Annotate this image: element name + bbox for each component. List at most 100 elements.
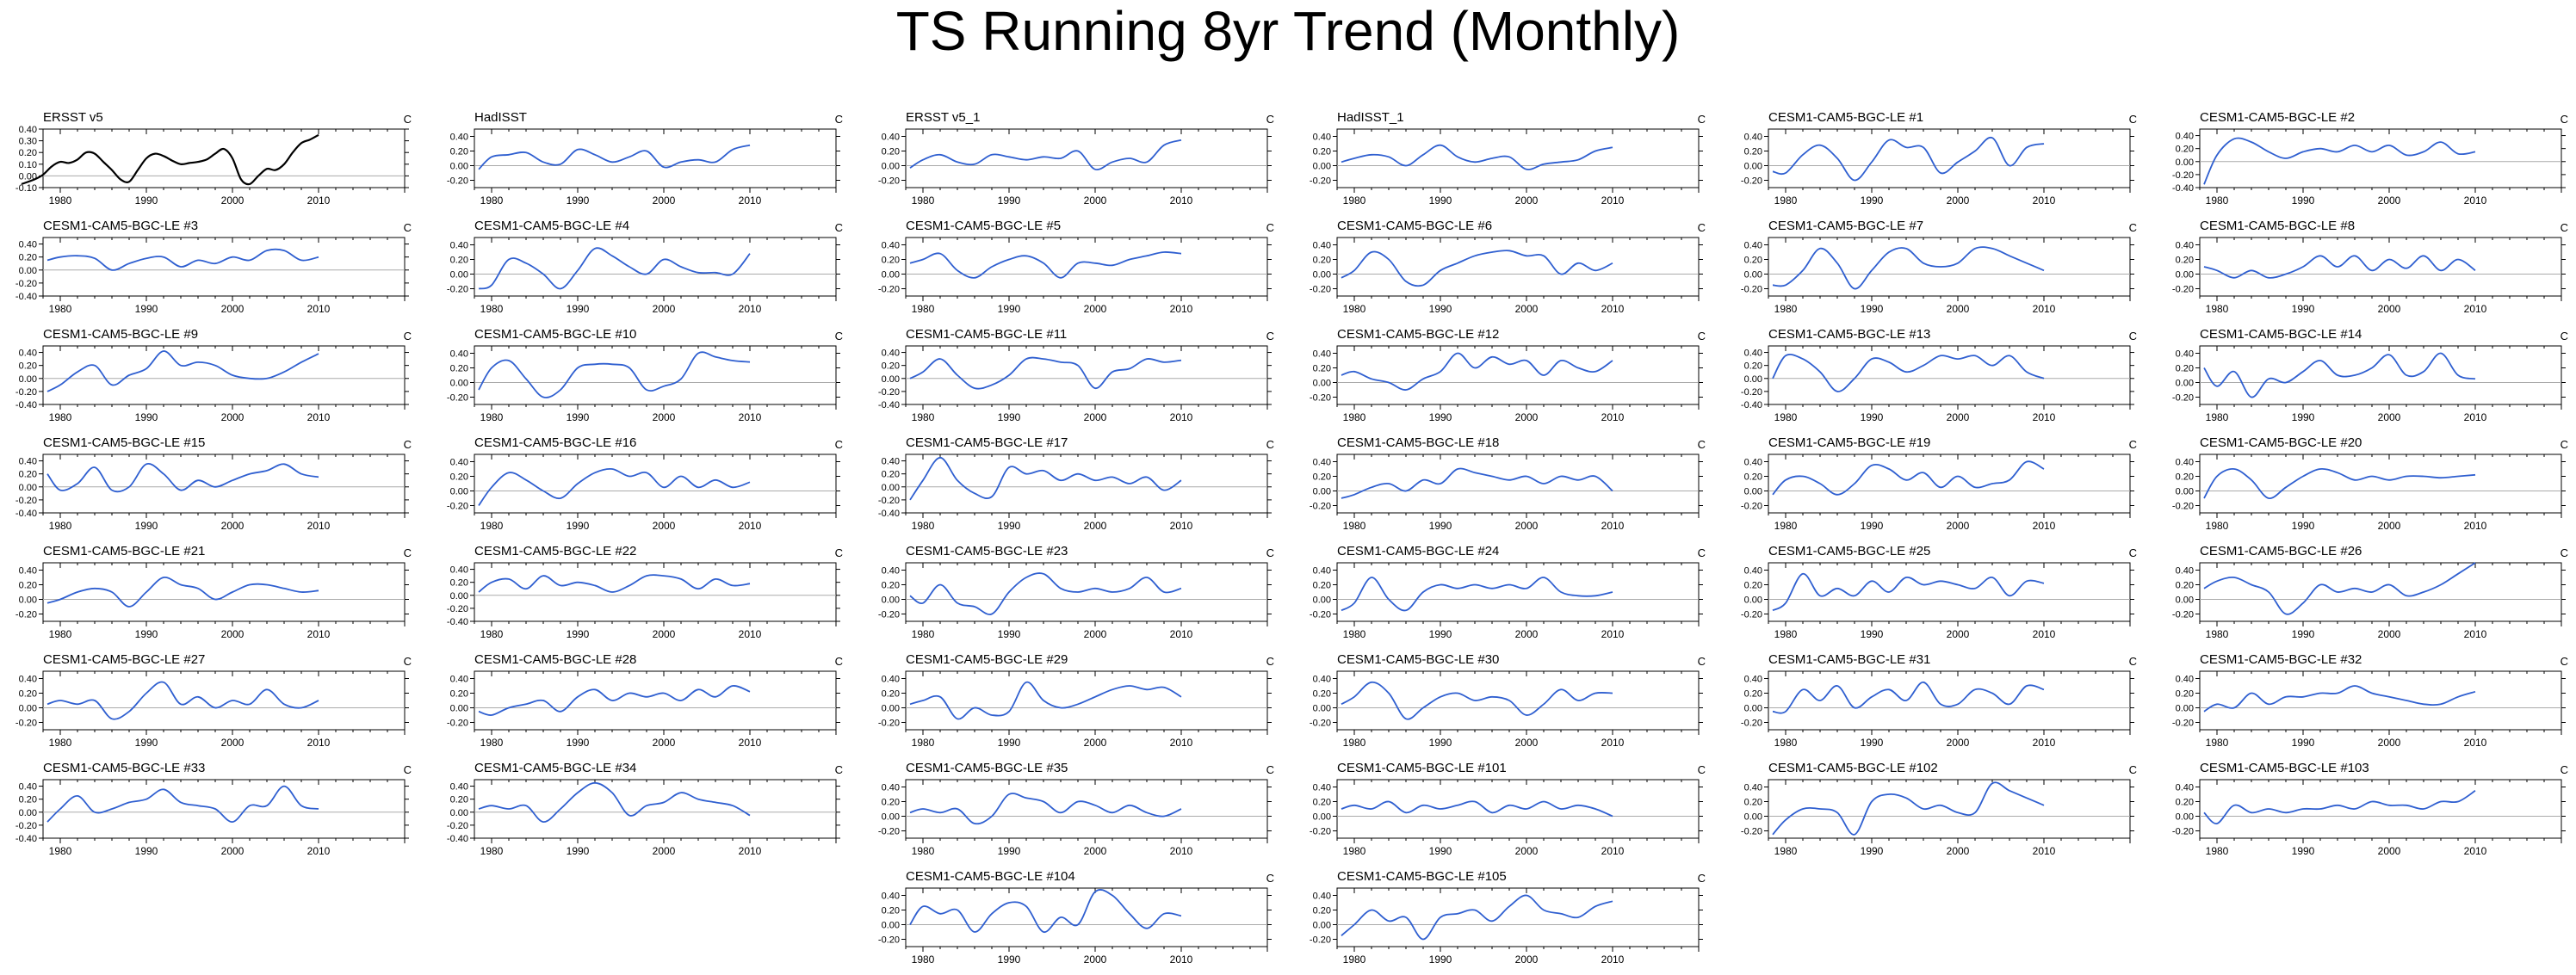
x-tick-label: 2010 [1601,845,1625,857]
y-tick-label: -0.20 [878,496,900,506]
y-tick-label: -0.20 [878,935,900,946]
x-tick-label: 2000 [1084,411,1107,423]
x-tick-label: 2010 [739,628,762,640]
x-tick-label: 1980 [1774,520,1798,532]
trend-series-line [2203,137,2476,185]
unit-label: C [2561,655,2568,668]
y-tick-label: -0.20 [447,502,468,512]
unit-label: C [2561,330,2568,342]
x-tick-label: 2000 [2378,520,2401,532]
trend-series-line [46,681,319,720]
y-tick-label: -0.40 [878,400,900,410]
plot-frame [1768,454,2131,514]
chart-title: CESM1-CAM5-BGC-LE #8 [2200,219,2355,233]
y-tick-label: 0.20 [1313,472,1331,483]
trend-series-line [1772,246,2045,290]
y-tick-label: -0.40 [15,400,37,410]
y-tick-label: 0.40 [1313,566,1331,577]
y-tick-label: 0.40 [450,782,468,793]
unit-label: C [2561,546,2568,559]
unit-label: C [2561,438,2568,451]
x-tick-label: 1980 [912,737,935,749]
y-tick-label: 0.20 [19,470,37,480]
x-tick-label: 2010 [2033,737,2056,749]
x-tick-label: 1980 [912,411,935,423]
y-tick-label: 0.40 [1313,458,1331,468]
y-tick-label: 0.20 [882,470,900,480]
x-tick-label: 2010 [739,411,762,423]
trend-series-line [46,785,319,823]
trend-series-line [909,251,1182,279]
x-tick-label: 1980 [1343,303,1366,315]
unit-label: C [1698,872,1706,885]
x-tick-label: 1990 [1861,845,1884,857]
plot-frame [1768,128,2131,188]
x-tick-label: 2000 [1515,628,1539,640]
y-tick-label: 0.20 [882,581,900,591]
plot-frame [905,345,1268,405]
chart-panel: CESM1-CAM5-BGC-LE #1 C 0.40 0.20 0.00 -0.20 19… [1741,110,2137,207]
y-tick-label: 0.40 [1744,458,1762,468]
y-tick-label: 0.20 [19,361,37,372]
y-tick-label: 0.40 [19,675,37,685]
trend-series-line [909,139,1182,171]
x-tick-label: 2010 [2464,628,2487,640]
chart-panel: CESM1-CAM5-BGC-LE #26 C 0.40 0.20 0.00 -0.20 1… [2172,544,2568,640]
y-tick-label: 0.00 [2176,379,2194,389]
y-tick-label: -0.20 [15,496,37,506]
x-tick-label: 2000 [653,737,676,749]
chart-title: CESM1-CAM5-BGC-LE #7 [1768,219,1923,233]
y-tick-label: 0.20 [1744,689,1762,700]
unit-label: C [2129,221,2137,234]
x-tick-label: 2000 [1515,303,1539,315]
x-tick-label: 2010 [1170,845,1193,857]
x-tick-label: 1980 [1343,520,1366,532]
x-tick-label: 1980 [912,845,935,857]
trend-series-line [2203,255,2476,279]
chart-panel: CESM1-CAM5-BGC-LE #33 C 0.40 0.20 0.00 -0.20 -… [15,761,412,857]
y-tick-label: 0.40 [882,675,900,685]
x-tick-label: 1990 [1429,845,1452,857]
x-tick-label: 2010 [1170,411,1193,423]
trend-series-line [478,685,751,716]
x-tick-label: 1990 [1861,737,1884,749]
chart-panel: HadISST_1 C 0.40 0.20 0.00 -0.20 1980 1990 2000 2… [1310,110,1706,207]
x-tick-label: 2010 [1170,737,1193,749]
y-tick-label: 0.40 [2176,241,2194,251]
x-tick-label: 2010 [307,520,331,532]
trend-series-line [1341,894,1613,941]
x-tick-label: 1990 [1861,520,1884,532]
y-tick-label: 0.40 [882,457,900,467]
chart-title: CESM1-CAM5-BGC-LE #101 [1337,761,1507,775]
y-tick-label: 0.40 [882,349,900,359]
unit-label: C [2129,113,2137,126]
x-tick-label: 2010 [1170,953,1193,966]
trend-series-line [46,462,319,493]
x-tick-label: 2010 [1601,411,1625,423]
y-tick-label: 0.00 [1313,595,1331,606]
plot-frame [474,454,837,514]
trend-series-line [46,248,319,271]
x-tick-label: 2000 [1515,194,1539,207]
y-tick-label: 0.20 [2176,364,2194,374]
unit-label: C [1266,872,1274,885]
plot-frame [1768,779,2131,839]
plot-frame [1336,887,1700,947]
y-tick-label: 0.00 [1744,374,1762,385]
unit-label: C [835,655,843,668]
y-tick-label: 0.20 [882,147,900,157]
y-tick-label: 0.40 [1313,241,1331,251]
unit-label: C [835,763,843,776]
x-tick-label: 1980 [912,194,935,207]
x-tick-label: 1980 [1343,628,1366,640]
plot-frame [1336,562,1700,622]
y-tick-label: 0.40 [882,566,900,577]
x-tick-label: 1990 [567,520,590,532]
y-tick-label: 0.20 [2176,798,2194,808]
chart-panel: CESM1-CAM5-BGC-LE #101 C 0.40 0.20 0.00 -0.20… [1310,761,1706,857]
plot-frame [1336,454,1700,514]
y-tick-label: -0.20 [878,176,900,187]
y-tick-label: 0.40 [19,125,37,135]
chart-panel: CESM1-CAM5-BGC-LE #11 C 0.40 0.20 0.00 -0.20 -… [878,327,1274,423]
x-tick-label: 1990 [2292,845,2315,857]
